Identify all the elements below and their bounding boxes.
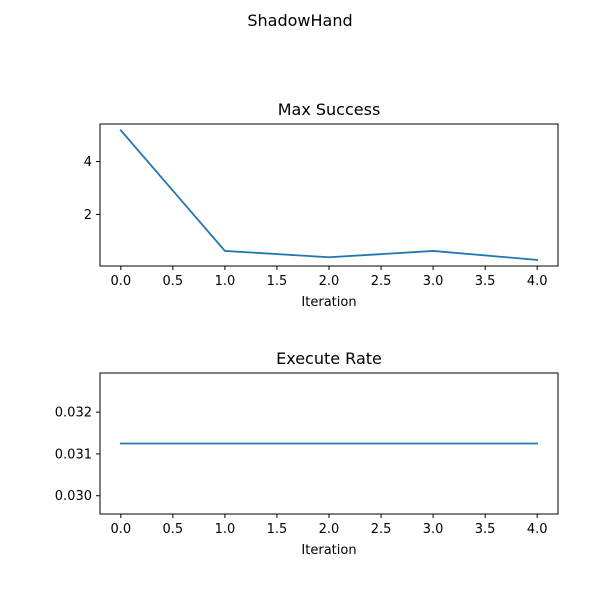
x-tick-label: 3.5 xyxy=(475,274,496,289)
x-axis-label: Iteration xyxy=(301,295,356,310)
y-tick-label: 4 xyxy=(84,155,92,170)
x-tick-label: 0.0 xyxy=(110,522,131,537)
figure-title: ShadowHand xyxy=(247,11,352,30)
x-tick-label: 1.5 xyxy=(267,522,288,537)
x-tick-label: 0.5 xyxy=(163,522,184,537)
y-tick-label: 0.030 xyxy=(55,489,92,504)
x-tick-label: 3.0 xyxy=(423,522,444,537)
x-tick-label: 2.5 xyxy=(371,274,392,289)
x-tick-label: 2.0 xyxy=(319,522,340,537)
y-tick-label: 2 xyxy=(84,208,92,223)
y-tick-label: 0.031 xyxy=(55,447,92,462)
chart-title: Execute Rate xyxy=(276,349,382,368)
x-tick-label: 1.0 xyxy=(215,522,236,537)
x-tick-label: 0.5 xyxy=(163,274,184,289)
x-tick-label: 4.0 xyxy=(527,522,548,537)
x-tick-label: 2.5 xyxy=(371,522,392,537)
x-tick-label: 1.5 xyxy=(267,274,288,289)
x-tick-label: 0.0 xyxy=(110,274,131,289)
x-tick-label: 4.0 xyxy=(527,274,548,289)
y-tick-label: 0.032 xyxy=(55,406,92,421)
x-axis-label: Iteration xyxy=(301,543,356,558)
chart-title: Max Success xyxy=(278,100,381,119)
x-tick-label: 3.5 xyxy=(475,522,496,537)
series-line xyxy=(119,129,539,261)
panel-max-success: Max Success 0.0 0.5 1.0 1.5 2.0 2.5 3.0 3.5 4.0 2 4… xyxy=(84,100,559,310)
plot-area-frame xyxy=(99,372,559,515)
panel-execute-rate: Execute Rate 0.0 0.5 1.0 1.5 2.0 2.5 3.0 3.5 4.0 0… xyxy=(55,349,559,558)
x-tick-label: 2.0 xyxy=(319,274,340,289)
x-tick-label: 1.0 xyxy=(215,274,236,289)
plot-area-frame xyxy=(99,123,559,267)
x-tick-label: 3.0 xyxy=(423,274,444,289)
